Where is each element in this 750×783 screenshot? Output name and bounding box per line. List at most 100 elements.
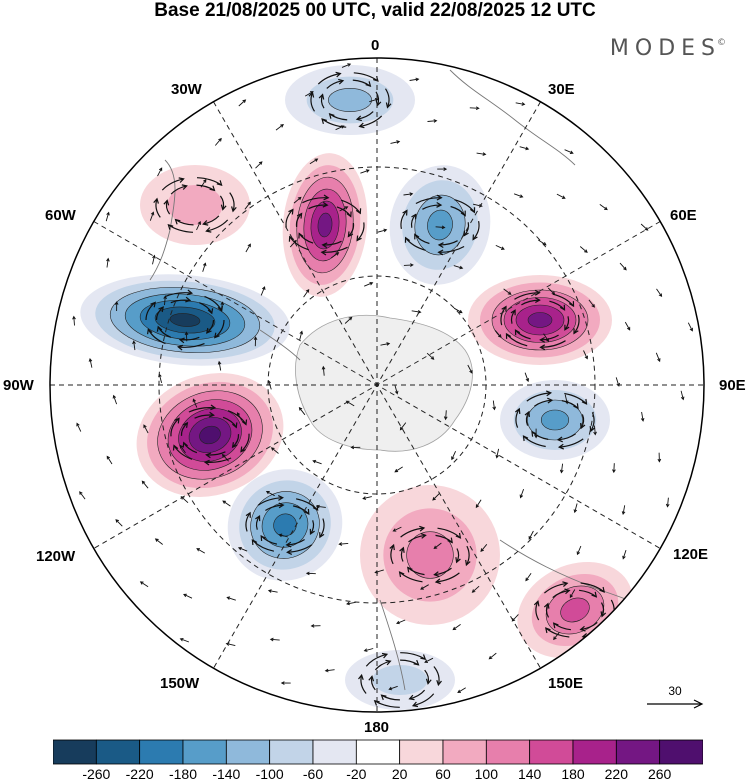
vector-scale-value: 30	[668, 684, 682, 698]
wind-arrow-icon	[182, 441, 188, 448]
wind-vector	[265, 491, 275, 497]
wind-arrow-icon	[510, 309, 516, 316]
wind-vector	[184, 331, 189, 342]
wind-arrow-icon	[411, 213, 417, 220]
wind-vector	[324, 668, 335, 673]
wind-arrow-icon	[335, 71, 342, 78]
wind-arrow-icon	[573, 328, 579, 335]
wind-vector	[280, 681, 291, 685]
wind-arrow-icon	[389, 543, 395, 551]
wind-vector	[528, 530, 534, 540]
wind-vector	[553, 632, 560, 641]
colorbar-tick-label: 220	[604, 766, 628, 782]
wind-arrow-icon	[296, 212, 303, 219]
wind-arrow-icon	[455, 532, 462, 539]
wind-vector	[403, 192, 414, 196]
wind-arrow-icon	[552, 622, 559, 629]
wind-arrow-icon	[220, 204, 227, 211]
wind-vector	[655, 352, 661, 363]
wind-vector	[409, 77, 420, 82]
wind-vector	[593, 425, 597, 436]
colorbar-swatch	[442, 739, 487, 765]
wind-vector	[267, 589, 278, 593]
wind-arrow-icon	[322, 201, 329, 208]
wind-vector	[114, 301, 119, 312]
colorbar-swatch	[529, 739, 574, 765]
wind-arrow-icon	[447, 537, 453, 544]
wind-arrow-icon	[436, 194, 443, 201]
wind-vector	[362, 496, 372, 500]
wind-arrow-icon	[368, 675, 375, 682]
wind-vector	[369, 98, 379, 103]
streamline	[540, 340, 566, 348]
streamline	[302, 197, 329, 204]
colorbar-tick-label: -260	[82, 766, 111, 782]
streamline	[400, 527, 425, 538]
wind-vector	[451, 451, 457, 461]
colorbar-tick-label: 20	[391, 766, 408, 782]
wind-vector	[237, 546, 248, 552]
wind-arrow-icon	[515, 407, 521, 414]
brand-name: MODES	[609, 36, 721, 61]
wind-arrow-icon	[533, 600, 540, 607]
colorbar-tick-label: -180	[168, 766, 198, 782]
wind-arrow-icon	[285, 541, 292, 548]
colorbar-swatch	[269, 739, 314, 765]
streamline	[204, 457, 232, 463]
wind-arrow-icon	[534, 297, 541, 304]
wind-vector	[289, 239, 297, 248]
colorbar-swatch	[659, 739, 703, 765]
anomaly-contour	[560, 597, 590, 623]
colorbar-tick-label: 60	[435, 766, 451, 782]
wind-vector	[76, 422, 82, 432]
colorbar-swatch	[182, 739, 227, 765]
wind-arrow-icon	[437, 249, 444, 256]
wind-vector	[687, 322, 693, 332]
wind-vector	[141, 480, 149, 489]
wind-vector	[363, 648, 374, 652]
colorbar-swatch	[355, 739, 401, 765]
wind-arrow-icon	[288, 208, 294, 215]
wind-vector	[380, 342, 391, 346]
wind-vector	[217, 360, 222, 371]
wind-arrow-icon	[251, 538, 258, 546]
wind-vector	[299, 330, 304, 341]
wind-arrow-icon	[321, 118, 327, 125]
wind-arrow-icon	[186, 289, 194, 296]
wind-vector	[196, 220, 201, 231]
wind-vector	[467, 364, 473, 374]
wind-vector	[394, 384, 399, 395]
wind-vector	[196, 548, 206, 554]
wind-arrow-icon	[460, 210, 466, 217]
map-title: Base 21/08/2025 00 UTC, valid 22/08/2025…	[154, 0, 596, 21]
colorbar-tick-label: 140	[517, 766, 542, 782]
lon-label-120e: 120E	[673, 546, 709, 563]
wind-arrow-icon	[153, 197, 159, 204]
wind-vector	[260, 286, 266, 296]
wind-arrow-icon	[589, 426, 595, 433]
wind-arrow-icon	[373, 699, 380, 706]
wind-arrow-icon	[356, 235, 362, 242]
wind-arrow-icon	[534, 289, 541, 296]
wind-vector	[495, 244, 505, 250]
wind-arrow-icon	[543, 602, 550, 609]
wind-arrow-icon	[150, 301, 157, 308]
wind-arrow-icon	[323, 194, 330, 201]
wind-arrow-icon	[346, 211, 352, 218]
streamline	[178, 343, 205, 348]
wind-arrow-icon	[402, 209, 408, 216]
wind-vector	[226, 596, 236, 601]
wind-vector	[680, 390, 685, 401]
wind-vector	[564, 394, 569, 405]
wind-vector	[640, 411, 645, 422]
wind-vector	[435, 225, 446, 230]
wind-arrow-icon	[469, 207, 476, 214]
anomaly-contour	[328, 88, 372, 112]
wind-vector	[503, 288, 512, 295]
streamlines	[72, 63, 693, 708]
wind-arrow-icon	[365, 81, 372, 87]
wind-vector	[364, 281, 374, 287]
wind-vector	[424, 657, 434, 663]
lon-label-30e: 30E	[548, 81, 575, 98]
anomaly-contour	[372, 665, 428, 695]
